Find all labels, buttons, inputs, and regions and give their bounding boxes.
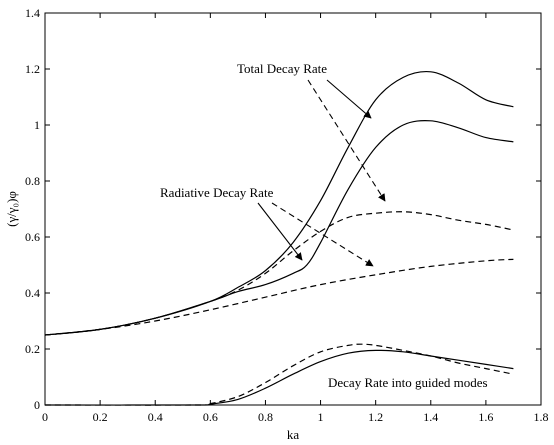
- x-tick-label: 0.2: [93, 410, 108, 424]
- y-tick-label: 0.8: [25, 174, 40, 188]
- annotation-label-1: Total Decay Rate: [237, 61, 327, 76]
- annotation-label-2: Radiative Decay Rate: [160, 185, 274, 200]
- x-tick-label: 1: [318, 410, 324, 424]
- x-tick-label: 1.4: [423, 410, 438, 424]
- radiative-decay-arrow-solid: [257, 202, 303, 261]
- x-tick-label: 0.6: [203, 410, 218, 424]
- x-tick-label: 1.8: [534, 410, 549, 424]
- y-tick-label: 0.4: [25, 286, 40, 300]
- y-tick-label: 1.2: [25, 62, 40, 76]
- y-tick-label: 0.6: [25, 230, 40, 244]
- x-tick-label: 0: [42, 410, 48, 424]
- y-tick-label: 1.4: [25, 6, 40, 20]
- y-axis-label: (γ/γ₀)φ: [4, 191, 19, 227]
- total-decay-arrow-solid: [326, 79, 372, 119]
- x-tick-label: 1.6: [478, 410, 493, 424]
- y-tick-label: 1: [34, 118, 40, 132]
- radiative-decay-arrow-dashed: [271, 202, 374, 267]
- x-tick-label: 0.8: [258, 410, 273, 424]
- annotation-label-3: Decay Rate into guided modes: [328, 375, 488, 390]
- total-decay-arrow-dashed: [307, 79, 386, 202]
- series-line-4: [44, 258, 514, 336]
- series-line-6: [44, 343, 514, 406]
- series-layer: [44, 70, 514, 406]
- annotation-arrows: [257, 79, 386, 267]
- series-line-3: [44, 211, 514, 336]
- series-line-2: [44, 120, 514, 336]
- x-tick-label: 1.2: [368, 410, 383, 424]
- x-tick-label: 0.4: [148, 410, 163, 424]
- annotation-layer: Total Decay Rate Radiative Decay Rate Deca…: [160, 61, 488, 390]
- y-tick-label: 0.2: [25, 342, 40, 356]
- series-line-1: [44, 70, 514, 336]
- y-tick-label: 0: [34, 398, 40, 412]
- plot-frame: [44, 12, 542, 406]
- tick-layer: 0 0.2 0.4 0.6 0.8 1 1.2 1.4 1.6 1.8 0 0.2 0.4 0.6 0.8 1…: [25, 6, 549, 424]
- x-axis-label: ka: [287, 427, 300, 442]
